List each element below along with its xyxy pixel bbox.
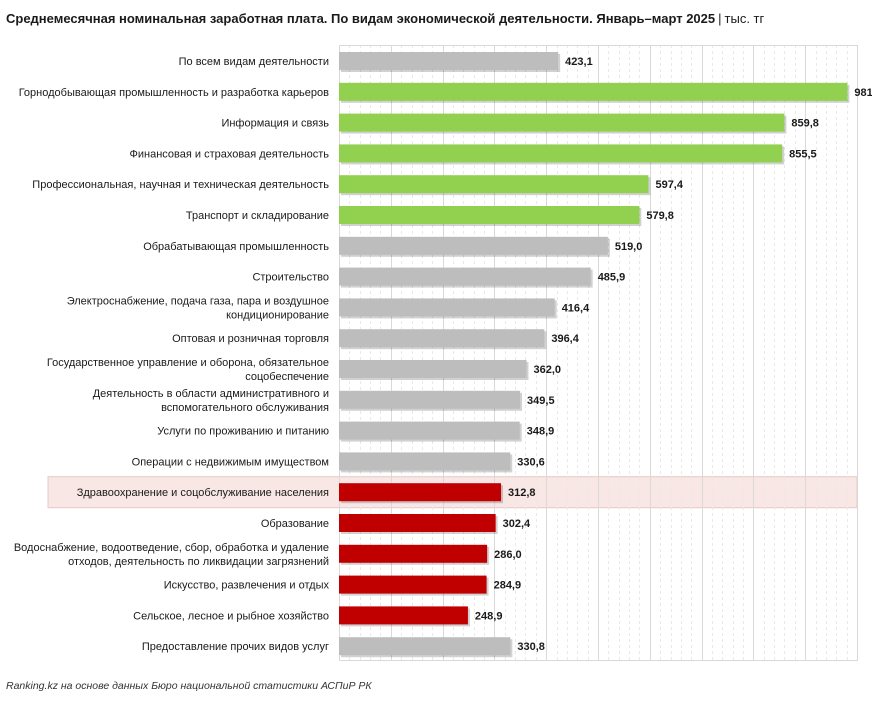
category-label-line: Финансовая и страховая деятельность [130,148,330,160]
category-label-line: Сельское, лесное и рыбное хозяйство [133,610,329,622]
category-label-line: Профессиональная, научная и техническая … [32,179,329,191]
bar [339,390,521,409]
category-label: Профессиональная, научная и техническая … [32,179,329,191]
value-label: 362,0 [534,364,562,376]
bar [339,113,785,132]
bar [339,144,783,163]
category-label: Искусство, развлечения и отдых [164,580,330,592]
bar [339,329,545,348]
plot-border [339,45,858,661]
bar [339,514,496,532]
category-label-line: Строительство [252,272,329,284]
category-label: Услуги по проживанию и питанию [157,426,329,438]
title-separator: | [718,11,722,26]
category-label: Государственное управление и оборона, об… [47,357,329,383]
category-label-line: Электроснабжение, подача газа, пара и во… [67,295,329,307]
category-label: Образование [261,518,329,530]
value-label: 519,0 [615,241,643,253]
category-label-line: Здравоохранение и соцобслуживание населе… [77,487,329,499]
category-label-line: Операции с недвижимым имуществом [132,456,329,468]
chart-title: Среднемесячная номинальная заработная пл… [6,11,764,26]
bar [339,206,640,224]
bar [339,637,511,656]
category-label: Предоставление прочих видов услуг [142,641,329,653]
category-label: Сельское, лесное и рыбное хозяйство [133,610,329,622]
category-label: Финансовая и страховая деятельность [130,148,330,160]
category-label-line: Обрабатывающая промышленность [143,241,329,253]
category-label-line: Горнодобывающая промышленность и разрабо… [19,87,329,99]
category-label: Деятельность в области административного… [93,388,329,414]
value-label: 330,6 [517,456,545,468]
bar [339,82,848,101]
value-label: 855,5 [789,148,817,160]
category-label-line: Водоснабжение, водоотведение, сбор, обра… [14,542,329,554]
category-label: Обрабатывающая промышленность [143,241,329,253]
category-label-line: Информация и связь [221,118,329,130]
bar [339,452,511,471]
value-label: 423,1 [565,56,593,68]
category-label-line: Предоставление прочих видов услуг [142,641,329,653]
category-label: Горнодобывающая промышленность и разрабо… [19,87,329,99]
category-label-line: Оптовая и розничная торговля [172,333,329,345]
value-label: 302,4 [503,518,531,530]
bar [339,360,527,378]
value-label: 416,4 [562,302,590,314]
value-label: 485,9 [598,272,626,284]
value-label: 859,8 [791,118,819,130]
bar [339,421,520,440]
category-label-line: Деятельность в области административного… [93,388,329,400]
category-label: Транспорт и складирование [186,210,329,222]
bar [339,236,608,255]
bar [339,52,559,70]
category-label-line: Государственное управление и оборона, об… [47,357,329,369]
value-label: 981,4 [854,87,872,99]
category-label-line: Образование [261,518,329,530]
category-label-line: Искусство, развлечения и отдых [164,580,330,592]
bar-chart: 423,1 По всем видам деятельности 981,4 Горн… [14,45,872,661]
value-label: 248,9 [475,610,503,622]
bar [339,483,502,502]
bar [339,575,487,594]
category-label: Операции с недвижимым имуществом [132,456,329,468]
category-label: Электроснабжение, подача газа, пара и во… [67,295,329,321]
value-label: 396,4 [551,333,579,345]
value-label: 286,0 [494,549,522,561]
value-label: 579,8 [646,210,674,222]
category-label-line: Услуги по проживанию и питанию [157,426,329,438]
category-label: Здравоохранение и соцобслуживание населе… [77,487,329,499]
category-label-line: кондиционирование [226,309,329,321]
category-label: Информация и связь [221,118,329,130]
category-label-line: вспомогательного обслуживания [161,402,329,414]
value-label: 349,5 [527,395,555,407]
category-label-line: отходов, деятельность по ликвидации загр… [68,556,329,568]
category-label: По всем видам деятельности [179,56,329,68]
value-label: 312,8 [508,487,536,499]
bar [339,606,468,625]
chart-unit: тыс. тг [724,11,765,26]
chart-title-main: Среднемесячная номинальная заработная пл… [6,11,716,26]
bar [339,175,649,194]
value-label: 348,9 [527,426,555,438]
value-label: 284,9 [494,580,522,592]
source-note: Ranking.kz на основе данных Бюро национа… [6,680,372,692]
category-label: Строительство [252,272,329,284]
category-label-line: Транспорт и складирование [186,210,329,222]
category-label: Водоснабжение, водоотведение, сбор, обра… [14,542,329,568]
value-label: 597,4 [655,179,683,191]
bar [339,267,591,286]
bar [339,544,488,563]
value-label: 330,8 [517,641,545,653]
category-label-line: соцобеспечение [245,371,329,383]
category-label-line: По всем видам деятельности [179,56,329,68]
bar [339,298,555,317]
category-label: Оптовая и розничная торговля [172,333,329,345]
